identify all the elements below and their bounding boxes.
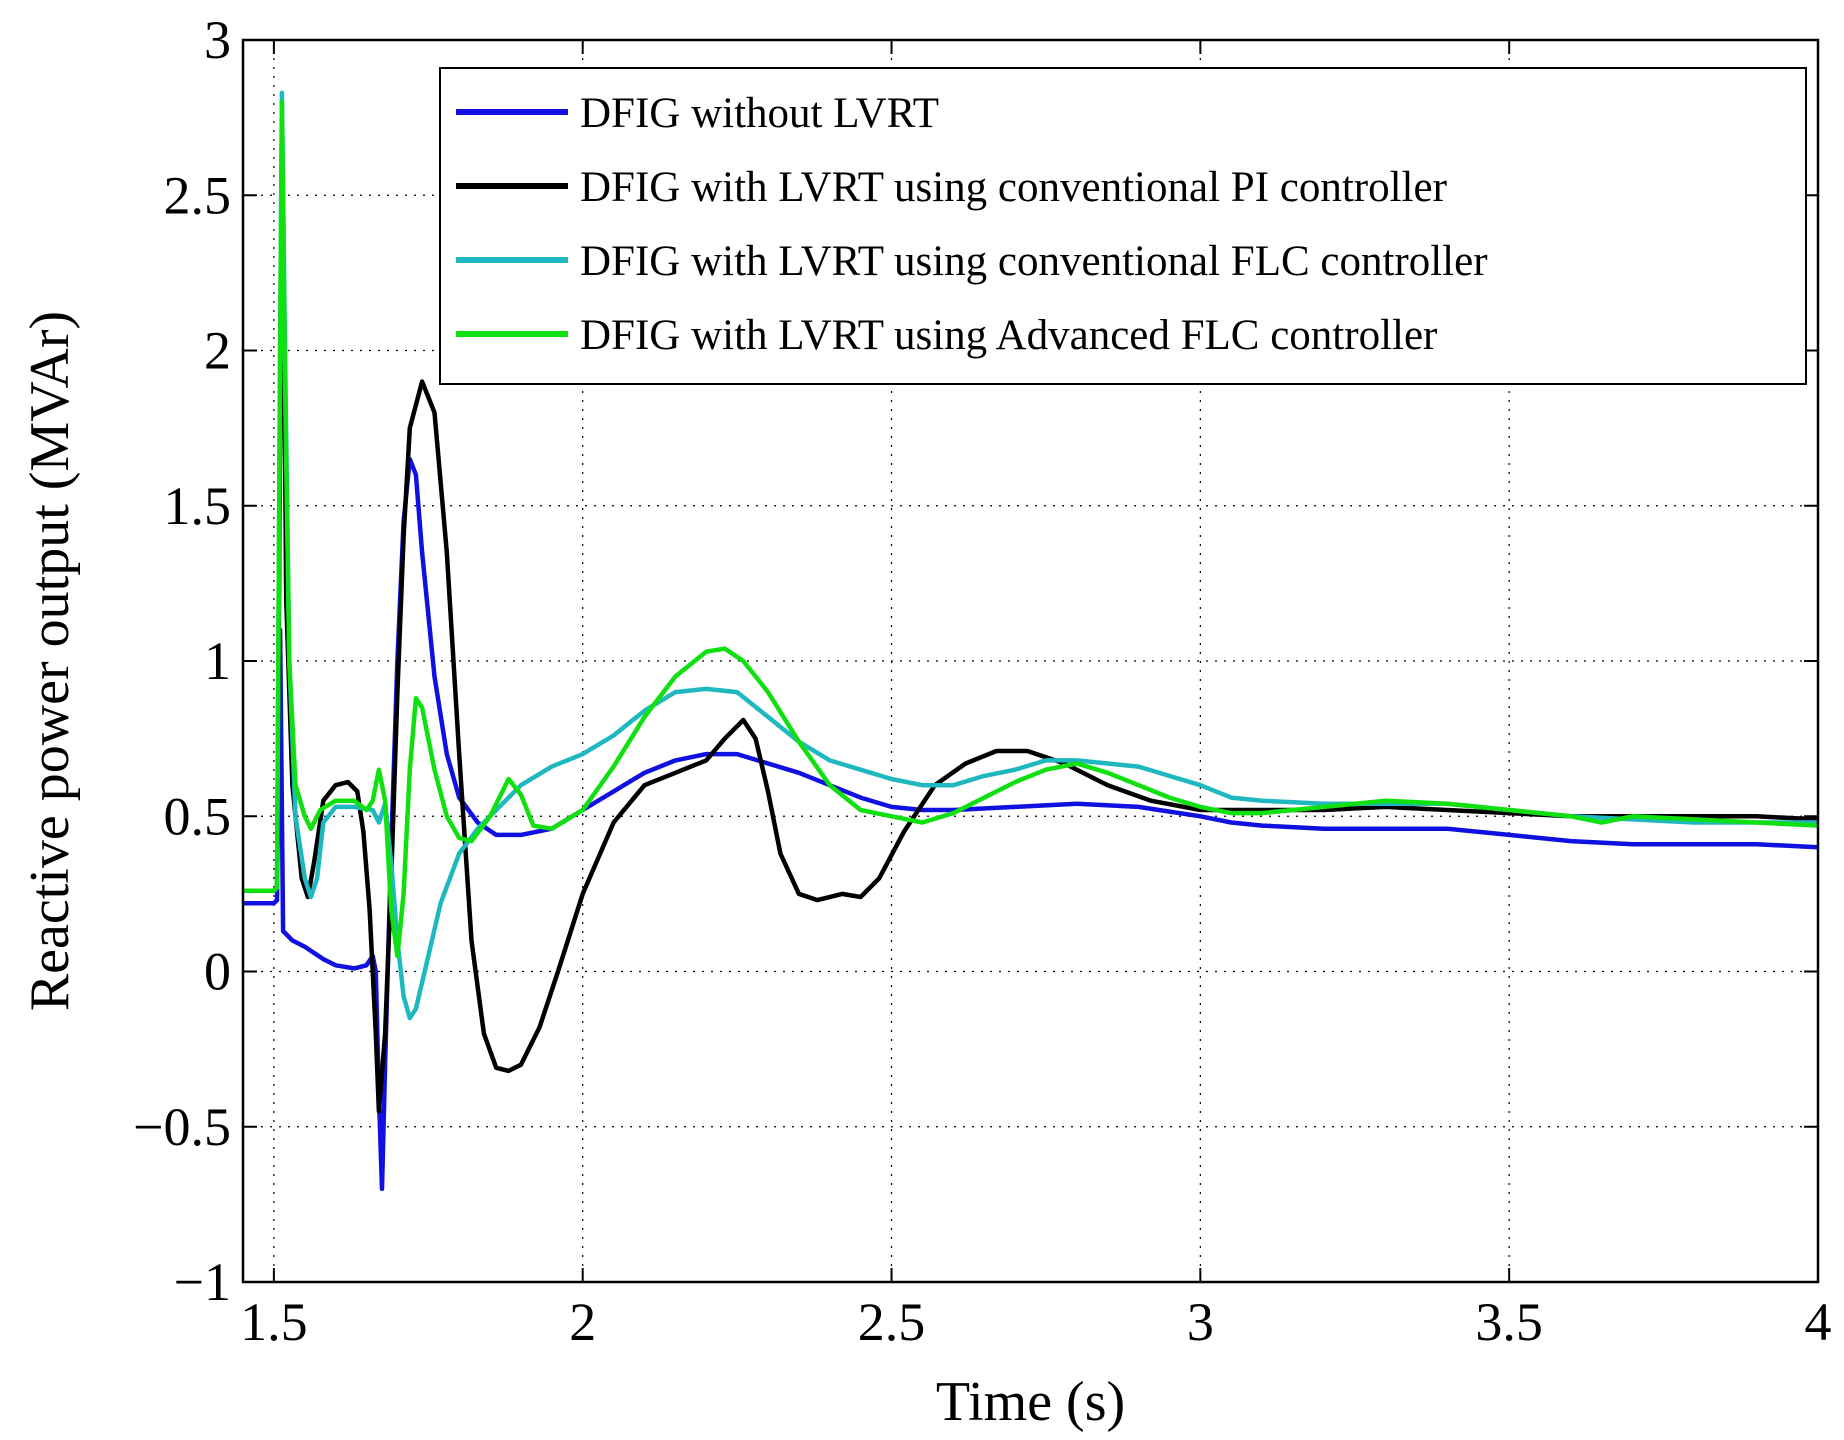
x-tick-label: 4 — [1805, 1292, 1832, 1352]
series-group — [243, 90, 1818, 1192]
x-tick-label: 3.5 — [1475, 1292, 1543, 1352]
series-line-4 — [243, 99, 1818, 959]
y-tick-label: 2 — [204, 321, 231, 381]
legend-entry: DFIG with LVRT using conventional PI con… — [456, 164, 1447, 211]
legend-entry: DFIG with LVRT using Advanced FLC contro… — [456, 312, 1437, 359]
legend-label: DFIG without LVRT — [580, 90, 939, 137]
legend-label: DFIG with LVRT using Advanced FLC contro… — [580, 312, 1437, 359]
x-tick-label: 1.5 — [240, 1292, 308, 1352]
y-tick-label: 1 — [204, 631, 231, 691]
x-tick-labels: 1.5 2 2.5 3 3.5 4 — [240, 1292, 1831, 1352]
y-tick-label: 1.5 — [164, 476, 232, 536]
legend-entry: DFIG with LVRT using conventional FLC co… — [456, 238, 1488, 285]
x-tick-label: 3 — [1187, 1292, 1214, 1352]
x-tick-label: 2 — [569, 1292, 596, 1352]
y-axis-title: Reactive power output (MVAr) — [19, 311, 81, 1011]
y-tick-label: 2.5 — [164, 165, 232, 225]
y-tick-label: 3 — [204, 10, 231, 70]
y-tick-label: 0 — [204, 942, 231, 1002]
y-tick-label: −1 — [174, 1252, 231, 1312]
series-line-2 — [243, 193, 1818, 1114]
y-tick-label: −0.5 — [133, 1097, 231, 1157]
ticks — [243, 39, 1819, 1283]
legend-box — [439, 67, 1807, 385]
legend-label: DFIG with LVRT using conventional PI con… — [580, 164, 1447, 211]
y-tick-label: 0.5 — [164, 786, 232, 846]
legend-label: DFIG with LVRT using conventional FLC co… — [580, 238, 1488, 285]
y-tick-labels: −1 −0.5 0 0.5 1 1.5 2 2.5 3 — [133, 10, 231, 1312]
x-axis-title: Time (s) — [936, 1371, 1125, 1433]
legend-entry: DFIG without LVRT — [456, 90, 939, 137]
x-tick-label: 2.5 — [858, 1292, 926, 1352]
series-line-3 — [243, 90, 1818, 1021]
legend: DFIG without LVRT DFIG with LVRT using co… — [439, 67, 1807, 385]
